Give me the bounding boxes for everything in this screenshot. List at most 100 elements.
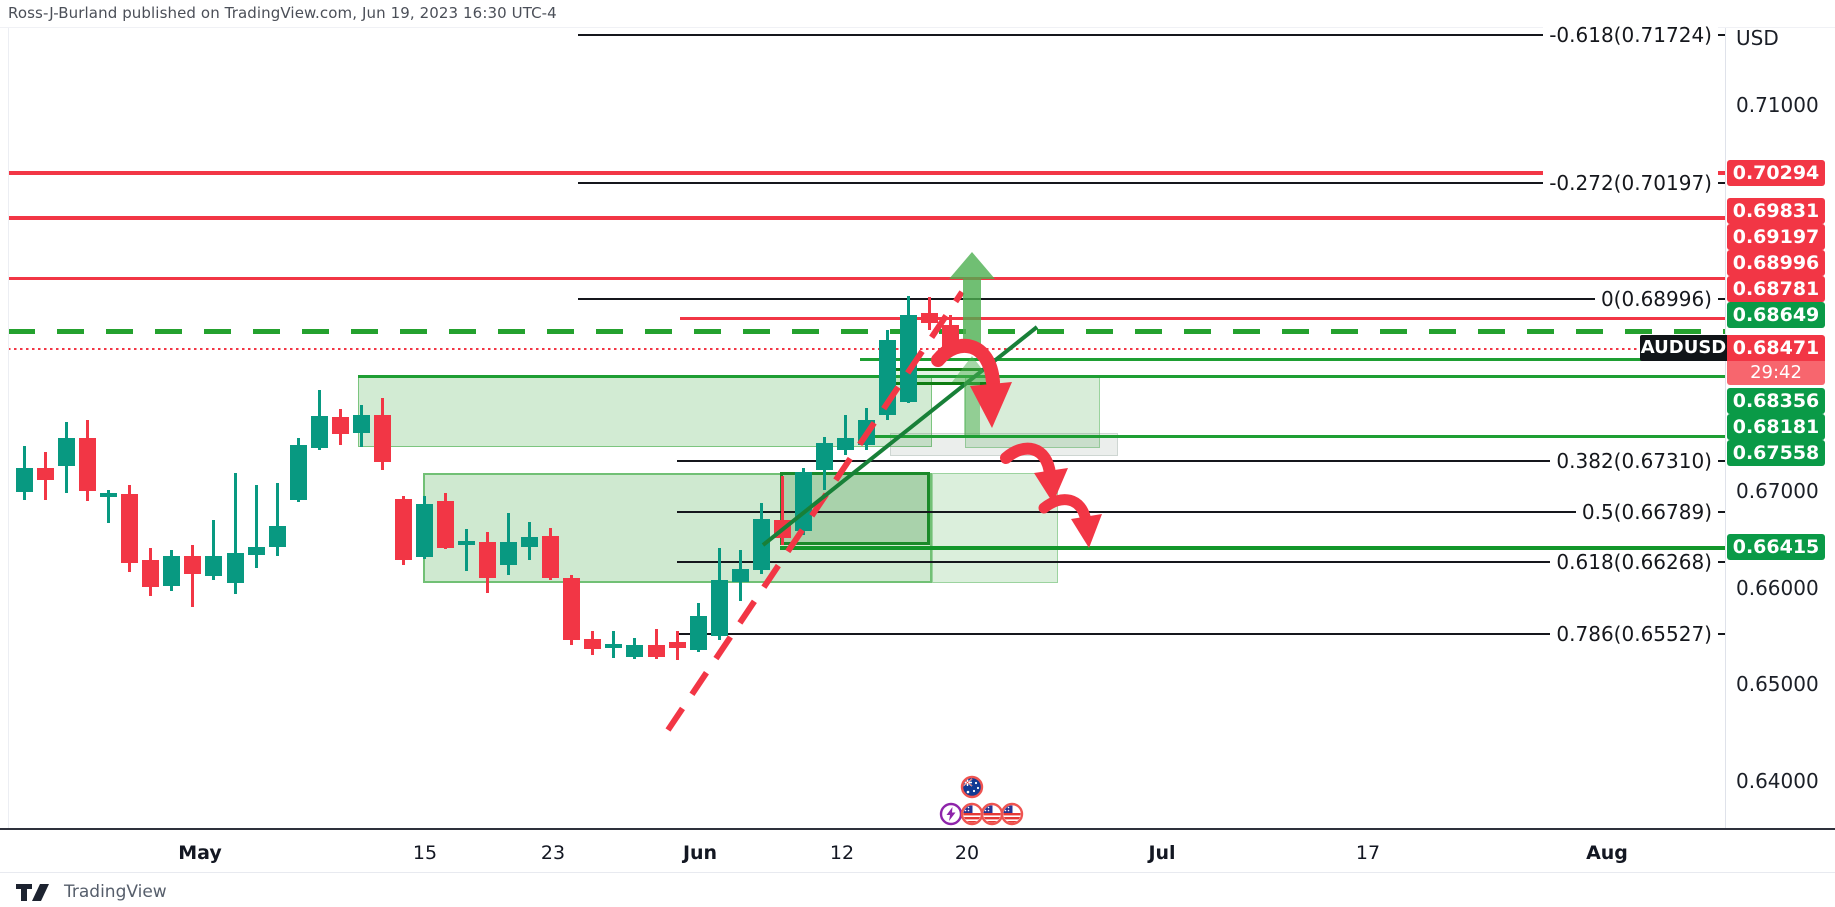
current-price-badge[interactable]: 0.68471 xyxy=(1727,335,1825,361)
candle[interactable] xyxy=(584,639,601,649)
candle[interactable] xyxy=(837,438,854,450)
candle[interactable] xyxy=(858,420,875,445)
candle[interactable] xyxy=(690,616,707,650)
fib-line-0.382[interactable] xyxy=(677,460,1725,462)
price-level-line-0.68781[interactable] xyxy=(680,317,1725,320)
candle[interactable] xyxy=(753,519,770,570)
us-flag-event-icon[interactable] xyxy=(980,802,1004,826)
fib-line-0[interactable] xyxy=(578,298,1725,300)
price-level-line-0.70294[interactable] xyxy=(8,171,1725,175)
tradingview-watermark[interactable]: TradingView xyxy=(16,880,167,904)
candle[interactable] xyxy=(184,556,201,574)
candle[interactable] xyxy=(395,499,412,560)
price-axis-badge[interactable]: 0.67558 xyxy=(1727,440,1825,466)
candle[interactable] xyxy=(269,526,286,547)
price-axis-badge[interactable]: 0.68781 xyxy=(1727,276,1825,302)
fib-label-0.382: 0.382(0.67310) xyxy=(1550,449,1718,473)
time-axis-tick-May: May xyxy=(178,842,222,864)
candle[interactable] xyxy=(79,438,96,491)
fib-label-0.5: 0.5(0.66789) xyxy=(1575,500,1718,524)
fib-line--0.272[interactable] xyxy=(578,182,1725,184)
price-axis-badge[interactable]: 0.70294 xyxy=(1727,160,1825,186)
candle[interactable] xyxy=(248,547,265,555)
candle-wick xyxy=(276,483,279,556)
price-axis-badge[interactable]: 0.68996 xyxy=(1727,250,1825,276)
price-axis-badge[interactable]: 0.69197 xyxy=(1727,224,1825,250)
candle[interactable] xyxy=(121,494,138,563)
candle[interactable] xyxy=(374,415,391,462)
fib-line-0.618[interactable] xyxy=(677,561,1725,563)
candle[interactable] xyxy=(205,556,222,576)
candle[interactable] xyxy=(458,541,475,545)
candle[interactable] xyxy=(732,569,749,582)
candle[interactable] xyxy=(500,542,517,565)
candle-wick xyxy=(212,520,215,580)
time-axis-tick-12: 12 xyxy=(829,842,855,864)
price-axis-badge[interactable]: 0.68356 xyxy=(1727,388,1825,414)
price-level-line-0.67558[interactable] xyxy=(860,435,1725,438)
time-axis-tick-Jul: Jul xyxy=(1148,842,1176,864)
price-axis-badge[interactable]: 0.68181 xyxy=(1727,414,1825,440)
candle[interactable] xyxy=(563,578,580,640)
fib-label-0: 0(0.68996) xyxy=(1594,287,1718,311)
fib-line--0.618[interactable] xyxy=(578,34,1725,36)
fib-line-0.5[interactable] xyxy=(677,511,1725,513)
price-level-line-0.68181[interactable] xyxy=(358,375,1725,378)
price-axis-separator xyxy=(1725,28,1726,828)
candle[interactable] xyxy=(479,542,496,578)
candle[interactable] xyxy=(605,644,622,648)
candle[interactable] xyxy=(626,645,643,657)
price-level-line-0.69831[interactable] xyxy=(8,216,1725,220)
candle[interactable] xyxy=(648,645,665,657)
fib-line-0.786[interactable] xyxy=(677,633,1725,635)
candle[interactable] xyxy=(542,536,559,578)
candle[interactable] xyxy=(332,417,349,434)
candle[interactable] xyxy=(711,580,728,636)
au-flag-event-icon[interactable] xyxy=(960,775,984,799)
candle[interactable] xyxy=(942,325,959,348)
time-axis-tick-23: 23 xyxy=(540,842,566,864)
candle[interactable] xyxy=(921,313,938,323)
price-level-line-0.68471[interactable] xyxy=(8,348,1725,350)
candle[interactable] xyxy=(437,501,454,548)
us-flag-event-icon[interactable] xyxy=(1000,802,1024,826)
candle[interactable] xyxy=(290,445,307,500)
candle[interactable] xyxy=(416,504,433,557)
candle[interactable] xyxy=(521,537,538,547)
fib-label-0.786: 0.786(0.65527) xyxy=(1550,622,1718,646)
candle[interactable] xyxy=(311,416,328,448)
lightning-event-icon[interactable] xyxy=(939,802,963,826)
candle[interactable] xyxy=(163,556,180,586)
candle[interactable] xyxy=(816,443,833,470)
price-level-line-0.66415[interactable] xyxy=(780,546,1725,550)
candle[interactable] xyxy=(227,553,244,583)
price-axis-label: 0.65000 xyxy=(1736,672,1819,696)
price-level-line-0.69197[interactable] xyxy=(8,277,1725,280)
price-level-line-0.68356[interactable] xyxy=(860,358,1725,361)
demand-zone-lower-right[interactable] xyxy=(932,473,1058,583)
price-axis-badge[interactable]: 0.69831 xyxy=(1727,198,1825,224)
candle[interactable] xyxy=(900,315,917,402)
candle[interactable] xyxy=(16,468,33,492)
footer-divider xyxy=(0,872,1835,873)
price-level-line-0.68649[interactable] xyxy=(8,329,1725,334)
bar-countdown: 29:42 xyxy=(1727,361,1825,385)
candle[interactable] xyxy=(353,415,370,433)
candle[interactable] xyxy=(774,520,791,538)
candle[interactable] xyxy=(669,642,686,648)
symbol-name-chip[interactable]: AUDUSD xyxy=(1640,335,1727,361)
candle-wick xyxy=(107,490,110,523)
plot-left-border xyxy=(8,28,9,828)
candle-wick xyxy=(234,473,237,594)
price-axis-badge[interactable]: 0.66415 xyxy=(1727,534,1825,560)
us-flag-event-icon[interactable] xyxy=(960,802,984,826)
candle[interactable] xyxy=(879,340,896,415)
candle[interactable] xyxy=(100,493,117,497)
price-axis-badge[interactable]: 0.68649 xyxy=(1727,302,1825,328)
candle-wick xyxy=(465,529,468,571)
candle[interactable] xyxy=(58,438,75,466)
candle[interactable] xyxy=(37,468,54,480)
candle[interactable] xyxy=(142,560,159,587)
candle[interactable] xyxy=(795,472,812,531)
